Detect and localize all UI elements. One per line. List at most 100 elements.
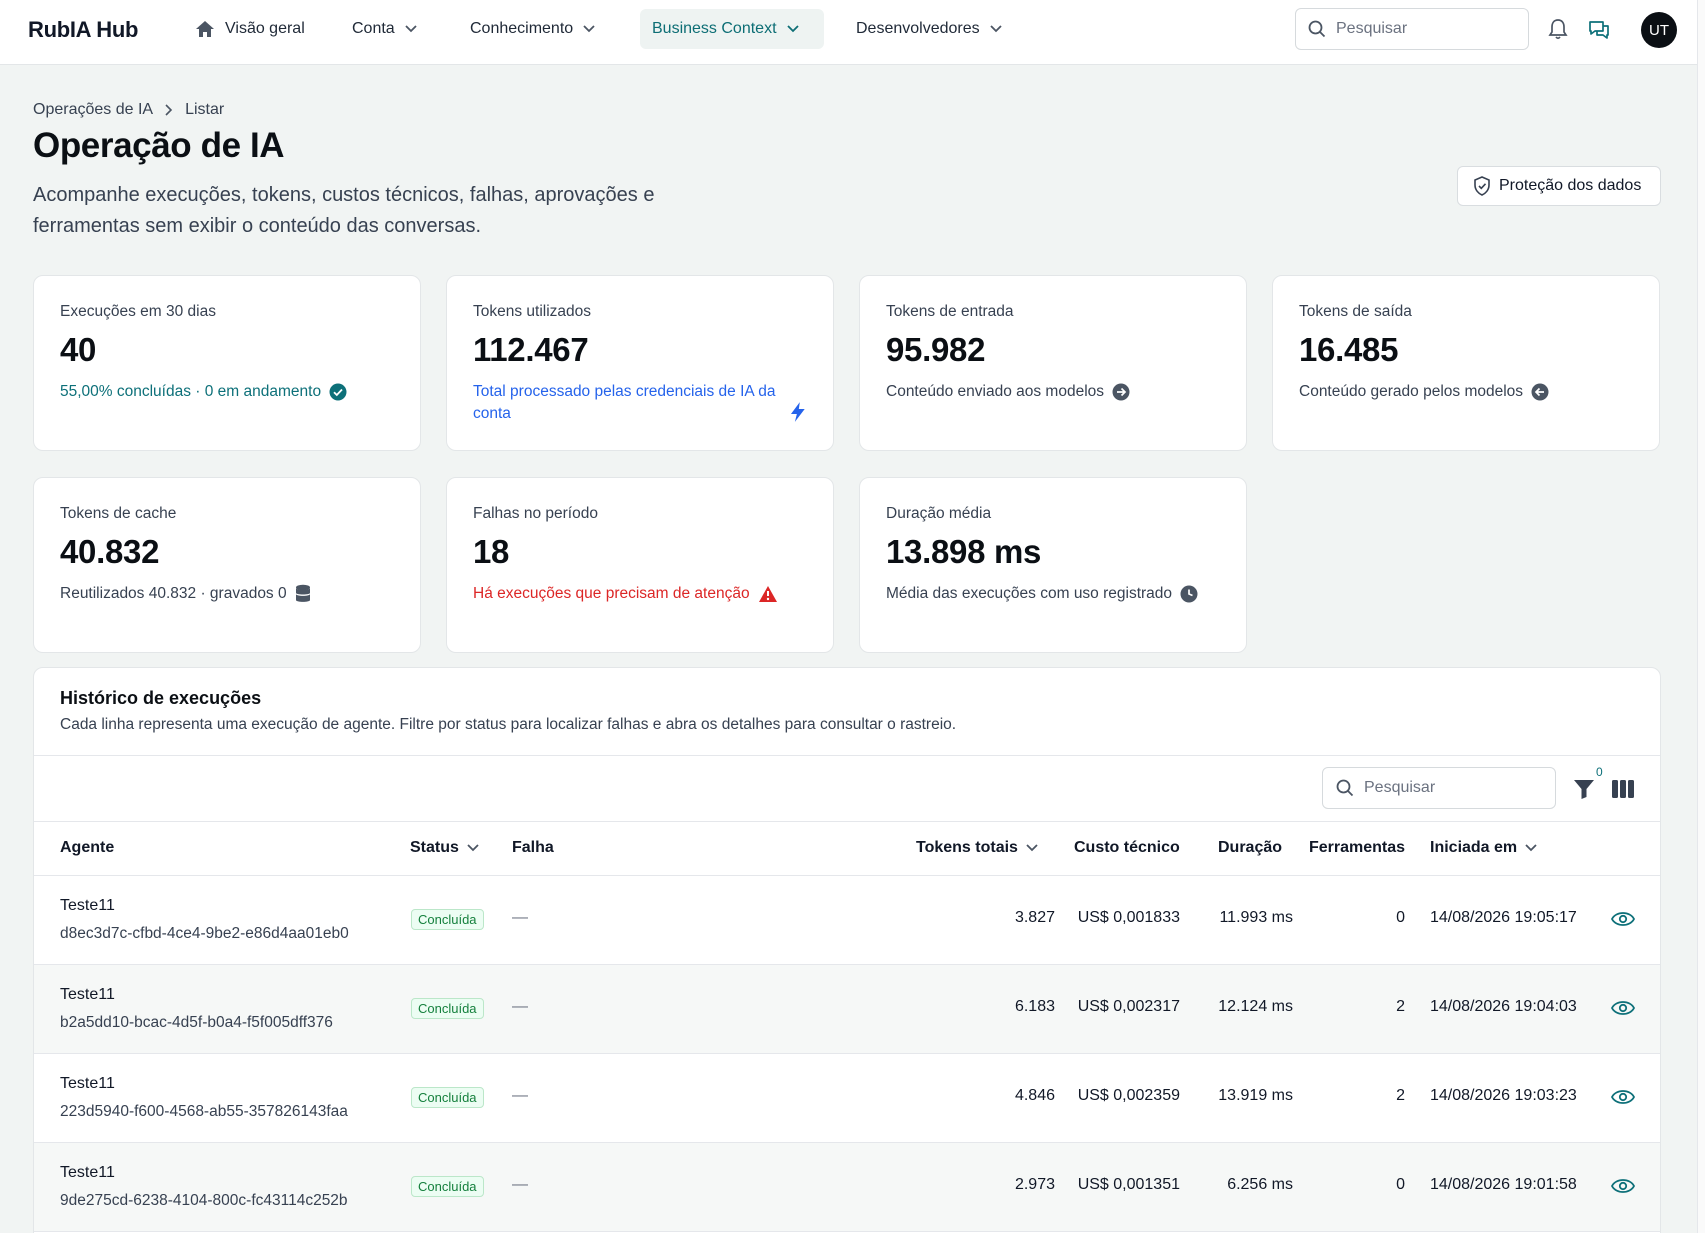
stat-subtext-label: Há execuções que precisam de atenção: [473, 585, 750, 602]
stat-value: 18: [473, 533, 510, 570]
stat-card-duration: Duração média 13.898 ms Média das execuç…: [859, 477, 1247, 653]
history-title: Histórico de execuções: [60, 688, 262, 708]
stat-subtext-label: Total processado pelas credenciais de IA…: [473, 383, 776, 422]
tokens-value: 2.973: [1014, 1176, 1055, 1193]
data-protection-label: Proteção dos dados: [1499, 177, 1642, 194]
stat-label: Tokens utilizados: [473, 303, 592, 320]
eye-icon[interactable]: [1611, 1087, 1635, 1107]
nav-item-label: Visão geral: [225, 20, 305, 37]
stat-subtext-label: Reutilizados 40.832 · gravados 0: [60, 585, 287, 602]
stat-card-tokens-out: Tokens de saída 16.485 Conteúdo gerado p…: [1272, 275, 1660, 451]
duration-value: 13.919 ms: [1218, 1087, 1293, 1104]
status-badge: Concluída: [411, 909, 484, 930]
chevron-down-icon: [1525, 844, 1537, 852]
eye-icon[interactable]: [1611, 1176, 1635, 1196]
chat-button[interactable]: [1587, 17, 1611, 41]
duration-value: 6.256 ms: [1227, 1176, 1293, 1193]
history-description: Cada linha representa uma execução de ag…: [60, 716, 957, 733]
execution-id: 9de275cd-6238-4104-800c-fc43114c252b: [60, 1192, 348, 1209]
tools-value: 0: [1396, 909, 1405, 926]
page-description: Acompanhe execuções, tokens, custos técn…: [33, 184, 655, 237]
column-label: Iniciada em: [1430, 839, 1518, 856]
top-navbar: RubIA Hub Visão geral Conta Conhecimento…: [0, 0, 1697, 65]
avatar[interactable]: UT: [1641, 12, 1677, 48]
stat-subtext-label: 55,00% concluídas · 0 em andamento: [60, 383, 322, 400]
stat-subtext: 55,00% concluídas · 0 em andamento: [60, 381, 394, 403]
column-header-started[interactable]: Iniciada em: [1430, 839, 1537, 857]
nav-item-overview[interactable]: Visão geral: [183, 9, 317, 49]
nav-item-label: Conta: [352, 20, 395, 37]
table-header: Agente Status Falha Tokens totais Custo …: [34, 822, 1660, 876]
shield-check-icon: [1474, 176, 1490, 196]
search-icon: [1308, 20, 1326, 38]
stat-label: Tokens de entrada: [886, 303, 1014, 320]
failure-value: —: [512, 1176, 528, 1193]
stat-subtext: Reutilizados 40.832 · gravados 0: [60, 583, 394, 605]
stat-value: 40.832: [60, 533, 160, 570]
global-search[interactable]: [1295, 8, 1529, 50]
nav-item-label: Business Context: [652, 20, 777, 37]
lightning-icon: [791, 402, 806, 422]
column-label: Duração: [1218, 839, 1283, 856]
started-value: 14/08/2026 19:04:03: [1430, 998, 1577, 1015]
stat-label: Execuções em 30 dias: [60, 303, 216, 320]
table-row[interactable]: Teste11 b2a5dd10-bcac-4d5f-b0a4-f5f005df…: [34, 965, 1660, 1054]
global-search-input[interactable]: [1336, 20, 1506, 38]
stat-subtext: Total processado pelas credenciais de IA…: [473, 381, 807, 425]
table-search-input[interactable]: [1364, 779, 1534, 797]
check-circle-icon: [329, 383, 347, 401]
eye-icon[interactable]: [1611, 998, 1635, 1018]
column-header-cost: Custo técnico: [1074, 839, 1180, 857]
nav-item-account[interactable]: Conta: [340, 9, 429, 49]
cost-value: US$ 0,001351: [1077, 1176, 1180, 1193]
execution-id: d8ec3d7c-cfbd-4ce4-9be2-e86d4aa01eb0: [60, 925, 349, 942]
brand-logo[interactable]: RubIA Hub: [28, 17, 139, 42]
column-header-status[interactable]: Status: [410, 839, 479, 857]
stat-subtext: Há execuções que precisam de atenção: [473, 583, 807, 605]
chevron-down-icon: [405, 25, 417, 33]
columns-icon[interactable]: [1611, 778, 1635, 800]
table-search[interactable]: [1322, 767, 1556, 809]
nav-item-business-context[interactable]: Business Context: [640, 9, 824, 49]
bell-icon: [1548, 19, 1568, 40]
warning-triangle-icon: [758, 586, 777, 602]
chevron-down-icon: [1026, 844, 1038, 852]
page-title: Operação de IA: [33, 126, 285, 165]
started-value: 14/08/2026 19:03:23: [1430, 1087, 1577, 1104]
cost-value: US$ 0,001833: [1077, 909, 1180, 926]
cost-value: US$ 0,002317: [1077, 998, 1180, 1015]
table-row[interactable]: Teste11 223d5940-f600-4568-ab55-35782614…: [34, 1054, 1660, 1143]
nav-item-label: Conhecimento: [470, 20, 574, 37]
data-protection-button[interactable]: Proteção dos dados: [1457, 166, 1661, 206]
stat-card-tokens-cache: Tokens de cache 40.832 Reutilizados 40.8…: [33, 477, 421, 653]
eye-icon[interactable]: [1611, 909, 1635, 929]
filter-icon[interactable]: [1573, 778, 1595, 800]
nav-item-knowledge[interactable]: Conhecimento: [458, 9, 607, 49]
stat-label: Falhas no período: [473, 505, 598, 522]
notifications-button[interactable]: [1546, 17, 1570, 41]
database-icon: [295, 584, 310, 602]
status-badge: Concluída: [411, 1087, 484, 1108]
stat-value: 112.467: [473, 331, 589, 368]
stat-label: Tokens de cache: [60, 505, 177, 522]
arrow-left-circle-icon: [1531, 383, 1549, 401]
breadcrumb-parent-link[interactable]: Operações de IA: [33, 101, 154, 118]
stat-label: Tokens de saída: [1299, 303, 1412, 320]
chat-icon: [1589, 21, 1609, 39]
tokens-value: 3.827: [1014, 909, 1055, 926]
agent-name: Teste11: [60, 897, 115, 914]
column-label: Ferramentas: [1309, 839, 1406, 856]
column-label: Status: [410, 839, 459, 856]
scrollbar[interactable]: [1697, 0, 1705, 1233]
stat-subtext: Conteúdo gerado pelos modelos: [1299, 381, 1633, 403]
execution-history-panel: Histórico de execuções Cada linha repres…: [33, 667, 1661, 1233]
execution-id: 223d5940-f600-4568-ab55-357826143faa: [60, 1103, 348, 1120]
column-header-tokens[interactable]: Tokens totais: [916, 839, 1038, 857]
agent-name: Teste11: [60, 1164, 115, 1181]
column-label: Falha: [512, 839, 554, 856]
column-label: Tokens totais: [916, 839, 1018, 856]
nav-item-developers[interactable]: Desenvolvedores: [844, 9, 1014, 49]
table-row[interactable]: Teste11 d8ec3d7c-cfbd-4ce4-9be2-e86d4aa0…: [34, 876, 1660, 965]
duration-value: 11.993 ms: [1219, 909, 1293, 926]
table-row[interactable]: Teste11 9de275cd-6238-4104-800c-fc43114c…: [34, 1143, 1660, 1232]
